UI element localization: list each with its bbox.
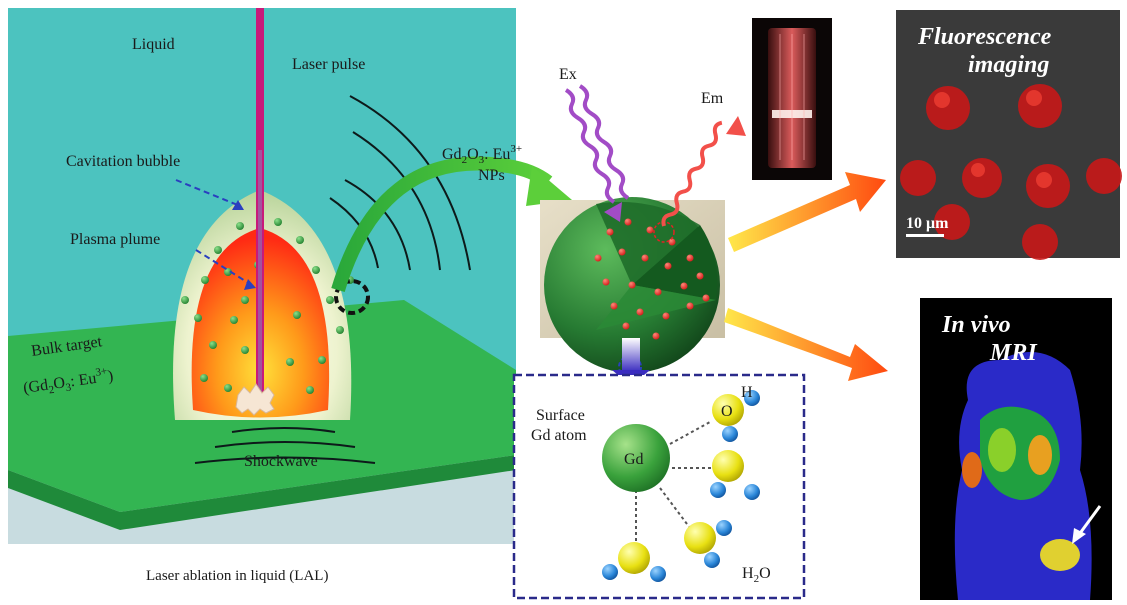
pointer-head-2 [244, 279, 256, 290]
bulk-target-formula: (Gd2O3: Eu3+) [22, 365, 115, 400]
fluorescence-title: Fluorescence [917, 24, 1052, 50]
label-pointers [175, 179, 251, 285]
lal-panel: Liquid Laser pulse Cavitation bubble Pla… [8, 8, 516, 544]
cavitation-bubble-label: Cavitation bubble [66, 153, 180, 170]
pointer-head-1 [232, 200, 244, 210]
arrow-to-fluorescence [728, 172, 886, 252]
mri-arrow-head [1072, 528, 1086, 544]
plasma-plume-label: Plasma plume [70, 231, 160, 248]
emission-wave [661, 120, 723, 227]
transfer-arrow [331, 156, 553, 293]
water-label: H2O [742, 565, 771, 585]
gd-atom [602, 424, 670, 492]
eu-dopants [594, 218, 710, 340]
shockwave-label: Shockwave [244, 453, 318, 470]
bulk-target-edge [8, 455, 516, 530]
scale-bar [906, 234, 944, 237]
np-label-line2: NPs [478, 167, 505, 184]
mri-organ-3 [962, 452, 982, 488]
surface-label: Surface [536, 407, 585, 424]
fluorescence-photo: Fluorescence imaging 10 μm [896, 10, 1122, 260]
np-cutaway-1 [596, 201, 700, 285]
shockwave-arcs [194, 95, 471, 464]
surface-box: Gd O H Surface Gd atom H2O [512, 373, 806, 600]
gd-atom-label: Gd atom [531, 427, 587, 444]
mri-photo: In vivo MRI [920, 298, 1112, 600]
emission-arrow-head [726, 116, 746, 136]
mri-organ-1 [988, 428, 1016, 472]
laser-pulse-label: Laser pulse [292, 56, 365, 73]
cell-highlights [934, 90, 1052, 188]
scale-bar-label: 10 μm [906, 215, 949, 232]
ex-label: Ex [559, 66, 577, 83]
np-cutaway-3 [596, 285, 716, 330]
excitation-waves [564, 84, 630, 204]
excitation-arrow-head [604, 202, 622, 222]
mri-title: In vivo [941, 312, 1011, 338]
gd-label: Gd [624, 451, 644, 468]
water-molecule-3 [684, 520, 732, 568]
water-molecule-4 [602, 542, 666, 582]
liquid-label: Liquid [132, 36, 175, 53]
mri-arrow [1076, 505, 1102, 537]
surface-zoom-arrow [622, 338, 640, 372]
water-molecule-2 [710, 450, 760, 500]
h-label: H [741, 384, 753, 401]
np-label: Gd2O3: Eu3+ [442, 143, 522, 166]
transfer-arrow-head [526, 166, 572, 206]
fluorescence-title-2: imaging [968, 52, 1049, 78]
lal-caption: Laser ablation in liquid (LAL) [146, 568, 328, 584]
coordination-bonds [635, 421, 714, 548]
fluorescence-bg [896, 10, 1120, 258]
laser-core [258, 150, 262, 392]
o-label: O [721, 403, 733, 420]
np-cutaway-2 [632, 225, 718, 300]
mri-organ-2 [1028, 435, 1052, 475]
em-label: Em [701, 90, 724, 107]
extraction-marker [334, 279, 370, 315]
mri-title-2: MRI [989, 340, 1038, 366]
ablation-spot [235, 383, 275, 416]
bubble-particles [181, 218, 354, 399]
water-molecule-1: O H [712, 384, 760, 442]
cuvette-photo [752, 18, 832, 180]
nanoparticle-section: Ex Em Gd2O3: Eu3+ NPs [442, 66, 746, 379]
mri-tumor [1040, 539, 1080, 571]
arrow-to-mri [724, 308, 888, 381]
